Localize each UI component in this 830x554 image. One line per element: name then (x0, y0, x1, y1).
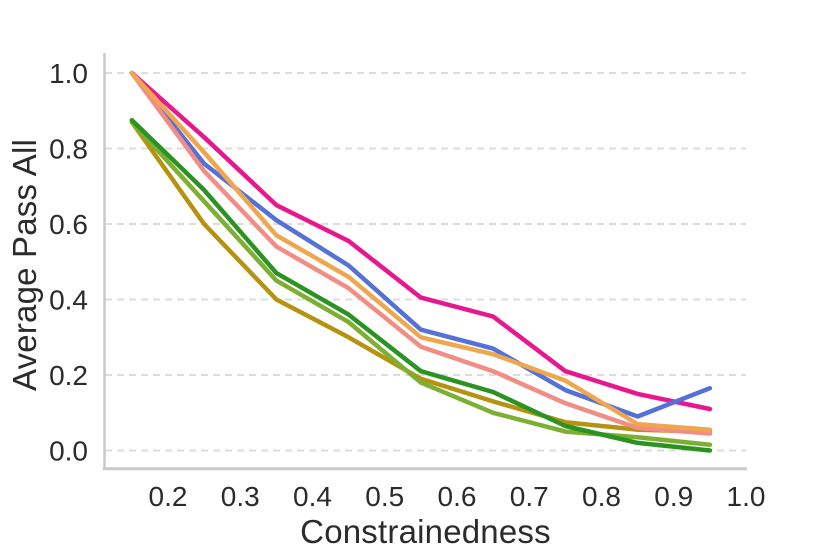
y-tick-label-1.0: 1.0 (49, 58, 88, 89)
y-tick-label-0.8: 0.8 (49, 134, 88, 165)
series-line-salmon (129, 70, 713, 436)
x-tick-label-0.5: 0.5 (365, 481, 404, 512)
x-axis-label: Constrainedness (300, 513, 551, 550)
series-line-pink (129, 70, 713, 412)
series-line-dark-green (129, 117, 713, 453)
x-tick-label-0.4: 0.4 (293, 481, 332, 512)
x-tick-label-0.8: 0.8 (582, 481, 621, 512)
y-axis-label: Average Pass All (6, 138, 43, 392)
y-tick-label-0.4: 0.4 (49, 285, 88, 316)
x-tick-label-0.2: 0.2 (149, 481, 188, 512)
x-tick-label-0.7: 0.7 (510, 481, 549, 512)
x-tick-label-0.6: 0.6 (438, 481, 477, 512)
series-line-olive (129, 119, 713, 434)
y-tick-label-0.2: 0.2 (49, 360, 88, 391)
x-tick-label-1.0: 1.0 (727, 481, 766, 512)
x-tick-label-0.9: 0.9 (654, 481, 693, 512)
series-line-blue (129, 70, 713, 419)
y-tick-label-0.0: 0.0 (49, 436, 88, 467)
series-line-orange (129, 70, 713, 432)
x-tick-label-0.3: 0.3 (221, 481, 260, 512)
y-tick-label-0.6: 0.6 (49, 209, 88, 240)
